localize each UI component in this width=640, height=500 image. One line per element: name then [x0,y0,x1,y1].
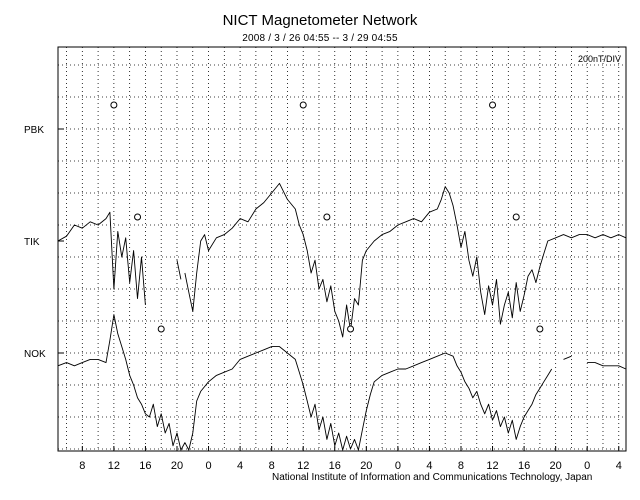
noon-marker [157,325,165,333]
scale-label: 200nT/DIV [578,54,621,64]
station-pbk: PBK [24,101,497,136]
chart-title: NICT Magnetometer Network [222,12,418,29]
noon-marker [299,101,307,109]
x-tick-label: 12 [486,460,498,472]
x-tick-label: 20 [360,460,372,472]
x-tick-label: 8 [79,460,85,472]
trace-line [57,182,627,338]
noon-marker [347,325,355,333]
noon-marker [512,213,520,221]
x-tick-label: 4 [237,460,243,472]
station-tik: TIK [24,182,627,338]
trace-line [57,314,627,451]
noon-marker [134,213,142,221]
station-label: PBK [24,125,44,136]
x-tick-label: 8 [458,460,464,472]
x-tick-label: 20 [171,460,183,472]
x-tick-label: 12 [297,460,309,472]
footer-credit: National Institute of Information and Co… [272,472,593,483]
x-tick-label: 4 [426,460,432,472]
x-tick-label: 16 [139,460,151,472]
x-tick-label: 16 [518,460,530,472]
grid [58,47,626,451]
noon-marker [489,101,497,109]
station-nok: NOK [24,314,627,451]
station-traces: PBK TIK NOK [24,101,627,451]
noon-marker [323,213,331,221]
x-tick-label: 20 [550,460,562,472]
x-axis-ticks: 8 12 16 20 0 4 8 12 16 20 0 4 8 12 16 20 0 4 [79,446,622,472]
station-label: NOK [24,349,46,360]
chart-subtitle: 2008 / 3 / 26 04:55 -- 3 / 29 04:55 [242,33,398,44]
x-tick-label: 0 [205,460,211,472]
station-label: TIK [24,237,40,248]
noon-marker [110,101,118,109]
x-tick-label: 0 [395,460,401,472]
x-tick-label: 8 [269,460,275,472]
noon-marker [536,325,544,333]
x-tick-label: 16 [329,460,341,472]
plot-frame [57,46,627,452]
x-tick-label: 0 [584,460,590,472]
x-tick-label: 12 [108,460,120,472]
x-tick-label: 4 [616,460,622,472]
